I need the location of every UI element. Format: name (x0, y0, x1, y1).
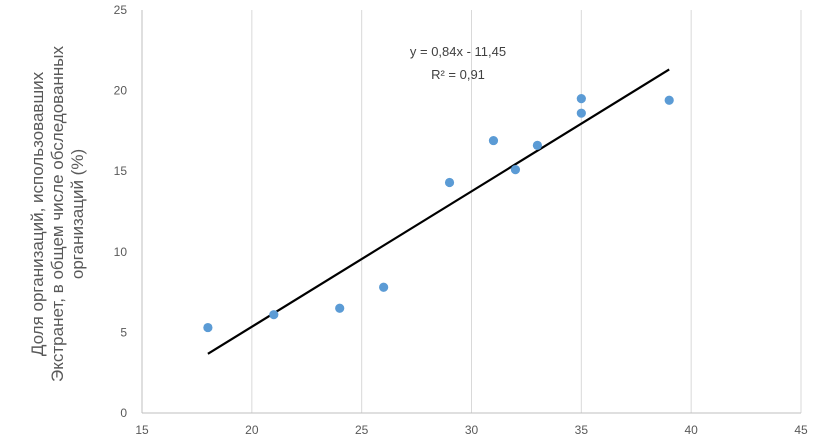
data-point (488, 135, 499, 146)
x-tick-label: 15 (135, 423, 149, 437)
trendline-equation: y = 0,84x - 11,45 (410, 44, 506, 59)
y-tick-label: 0 (120, 406, 127, 420)
x-tick-labels: 15 20 25 30 35 40 45 (135, 423, 808, 437)
x-tick-label: 35 (575, 423, 589, 437)
data-point (335, 303, 345, 313)
data-point (510, 164, 521, 175)
data-point (576, 94, 586, 104)
gridlines (251, 10, 802, 413)
y-tick-label: 15 (114, 164, 128, 178)
x-tick-label: 20 (245, 423, 259, 437)
data-point (532, 140, 543, 151)
data-points (203, 94, 674, 333)
data-point (576, 108, 586, 118)
y-tick-labels: 0 5 10 15 20 25 (114, 3, 128, 420)
trendline (207, 68, 670, 355)
y-axis-label-line-3: организаций (%) (68, 149, 87, 279)
y-tick-label: 25 (114, 3, 128, 17)
x-tick-label: 45 (794, 423, 808, 437)
trendline-r2: R² = 0,91 (431, 67, 485, 82)
data-point (664, 95, 674, 105)
data-point (203, 322, 213, 333)
x-tick-label: 30 (465, 423, 479, 437)
y-axis-label-line-1: Доля организаций, использовавших (28, 71, 47, 356)
data-point (444, 177, 455, 188)
y-tick-label: 20 (114, 84, 128, 98)
y-tick-label: 10 (114, 245, 128, 259)
y-axis-label-line-2: Экстранет, в общем числе обследованных (48, 46, 67, 382)
x-tick-label: 40 (684, 423, 698, 437)
y-axis-label: Доля организаций, использовавших Экстран… (28, 46, 87, 382)
data-point (269, 310, 279, 320)
data-point (379, 282, 389, 292)
y-tick-label: 5 (120, 325, 127, 339)
x-tick-label: 25 (355, 423, 369, 437)
axes (141, 10, 801, 414)
trendline-line (207, 68, 670, 355)
